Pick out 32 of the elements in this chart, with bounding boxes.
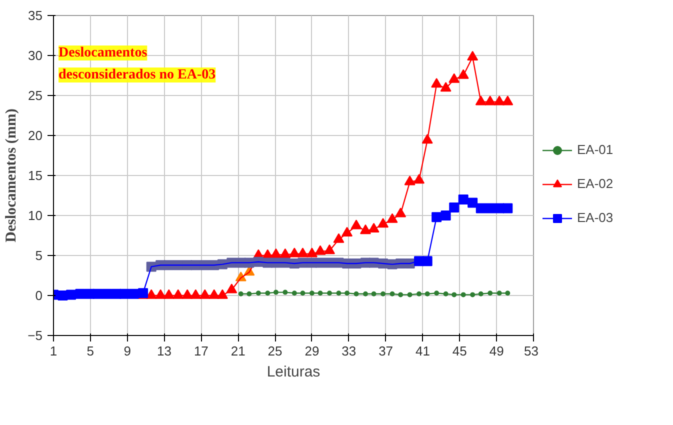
x-tick-label: 17 xyxy=(194,344,208,358)
y-tick-label: 15 xyxy=(28,168,43,183)
x-tick-label: 21 xyxy=(230,344,246,358)
point xyxy=(502,203,513,214)
y-tick-label: 20 xyxy=(28,128,43,143)
legend-label: EA-02 xyxy=(577,176,614,191)
point xyxy=(502,96,514,106)
x-tick-label: 1 xyxy=(50,344,58,358)
legend-label: EA-03 xyxy=(577,210,614,225)
x-tick-label: 9 xyxy=(124,344,131,358)
x-tick-label: 41 xyxy=(416,344,430,358)
y-tick-label: 10 xyxy=(28,208,43,223)
x-tick-label: 5 xyxy=(86,344,94,358)
y-tick-label: 0 xyxy=(35,288,43,303)
x-tick-label: 37 xyxy=(378,344,394,358)
x-tick-label: 45 xyxy=(452,344,467,358)
y-tick-label: 5 xyxy=(35,248,43,263)
x-tick-label: 13 xyxy=(157,344,172,358)
annotation: Deslocamentos desconsiderados no EA-03 xyxy=(58,46,216,82)
x-tick-label: 49 xyxy=(489,344,504,358)
y-tick-label: 25 xyxy=(28,88,43,103)
y-axis-title: Deslocamentos (mm) xyxy=(4,108,20,242)
y-tick-label: −5 xyxy=(28,328,43,343)
x-tick-label: 29 xyxy=(304,344,320,358)
x-tick-label: 53 xyxy=(524,344,539,358)
y-tick-label: 30 xyxy=(28,48,43,63)
point xyxy=(238,291,244,296)
legend-label: EA-01 xyxy=(577,142,614,157)
x-tick-label: 33 xyxy=(342,344,356,358)
x-axis-title: Leituras xyxy=(266,364,320,380)
y-tick-label: 35 xyxy=(28,8,43,23)
x-tick-label: 25 xyxy=(268,344,282,358)
